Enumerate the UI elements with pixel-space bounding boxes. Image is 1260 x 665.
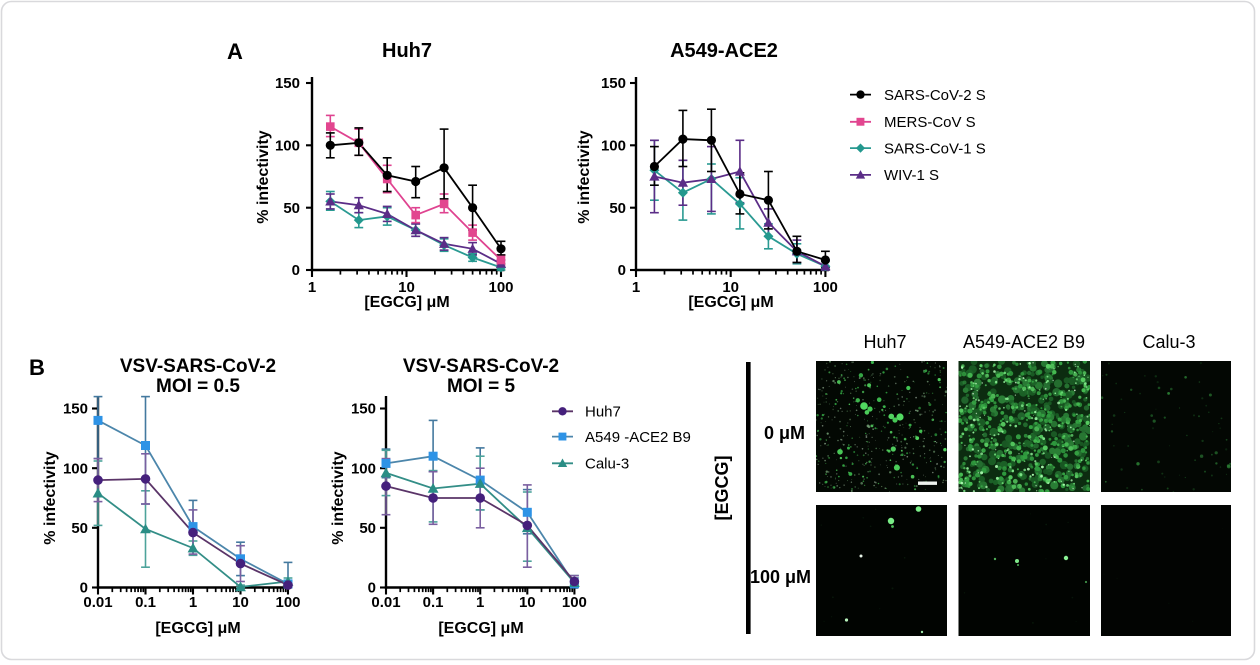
- svg-text:% infectivity: % infectivity: [255, 130, 272, 223]
- svg-text:% infectivity: % infectivity: [330, 451, 347, 544]
- svg-text:100: 100: [562, 594, 587, 611]
- svg-text:150: 150: [351, 401, 376, 418]
- svg-text:Huh7: Huh7: [585, 404, 621, 421]
- svg-text:[EGCG] μM: [EGCG] μM: [364, 294, 449, 311]
- svg-text:0.1: 0.1: [135, 594, 156, 611]
- svg-text:100 μM: 100 μM: [750, 567, 811, 587]
- svg-text:50: 50: [71, 520, 88, 537]
- svg-text:0.1: 0.1: [423, 594, 444, 611]
- svg-text:10: 10: [232, 594, 249, 611]
- svg-text:A549-ACE2 B9: A549-ACE2 B9: [963, 332, 1085, 352]
- svg-text:Calu-3: Calu-3: [1142, 332, 1195, 352]
- svg-text:0: 0: [292, 262, 300, 279]
- svg-text:150: 150: [63, 401, 88, 418]
- svg-text:MOI = 5: MOI = 5: [447, 376, 516, 397]
- svg-text:50: 50: [609, 200, 626, 217]
- svg-text:0: 0: [618, 262, 626, 279]
- svg-text:A: A: [227, 39, 243, 64]
- svg-text:[EGCG]: [EGCG]: [712, 456, 732, 521]
- svg-text:150: 150: [275, 75, 300, 92]
- svg-text:0: 0: [80, 580, 88, 597]
- svg-text:MOI = 0.5: MOI = 0.5: [156, 376, 240, 397]
- svg-text:Calu-3: Calu-3: [585, 456, 629, 473]
- svg-text:10: 10: [722, 279, 739, 296]
- svg-text:1: 1: [632, 279, 640, 296]
- svg-text:150: 150: [601, 75, 626, 92]
- svg-text:% infectivity: % infectivity: [42, 451, 59, 544]
- svg-text:Huh7: Huh7: [863, 332, 906, 352]
- svg-text:MERS-CoV S: MERS-CoV S: [884, 114, 976, 131]
- svg-text:100: 100: [601, 138, 626, 155]
- svg-text:[EGCG] μM: [EGCG] μM: [688, 294, 773, 311]
- svg-text:[EGCG] μM: [EGCG] μM: [438, 620, 523, 637]
- svg-text:0: 0: [368, 580, 376, 597]
- svg-text:10: 10: [519, 594, 536, 611]
- svg-text:100: 100: [275, 594, 300, 611]
- svg-text:0.01: 0.01: [371, 594, 400, 611]
- svg-text:50: 50: [283, 200, 300, 217]
- svg-text:SARS-CoV-2 S: SARS-CoV-2 S: [884, 87, 986, 104]
- svg-text:10: 10: [398, 279, 415, 296]
- svg-text:100: 100: [813, 279, 838, 296]
- svg-text:WIV-1 S: WIV-1 S: [884, 167, 939, 184]
- svg-text:100: 100: [275, 138, 300, 155]
- svg-text:1: 1: [308, 279, 316, 296]
- svg-text:0 μM: 0 μM: [764, 423, 805, 443]
- svg-text:A549 -ACE2 B9: A549 -ACE2 B9: [585, 429, 691, 446]
- svg-text:100: 100: [63, 460, 88, 477]
- svg-text:Huh7: Huh7: [382, 40, 432, 62]
- svg-text:A549-ACE2: A549-ACE2: [670, 40, 778, 62]
- svg-text:1: 1: [476, 594, 484, 611]
- svg-text:[EGCG] μM: [EGCG] μM: [155, 620, 240, 637]
- svg-text:50: 50: [359, 520, 376, 537]
- svg-text:100: 100: [488, 279, 513, 296]
- svg-text:B: B: [29, 355, 45, 380]
- svg-text:SARS-CoV-1 S: SARS-CoV-1 S: [884, 140, 986, 157]
- svg-text:0.01: 0.01: [83, 594, 112, 611]
- svg-text:% infectivity: % infectivity: [576, 130, 593, 223]
- svg-text:1: 1: [189, 594, 197, 611]
- svg-text:VSV-SARS-CoV-2: VSV-SARS-CoV-2: [120, 356, 276, 377]
- svg-text:VSV-SARS-CoV-2: VSV-SARS-CoV-2: [403, 356, 559, 377]
- svg-text:100: 100: [351, 460, 376, 477]
